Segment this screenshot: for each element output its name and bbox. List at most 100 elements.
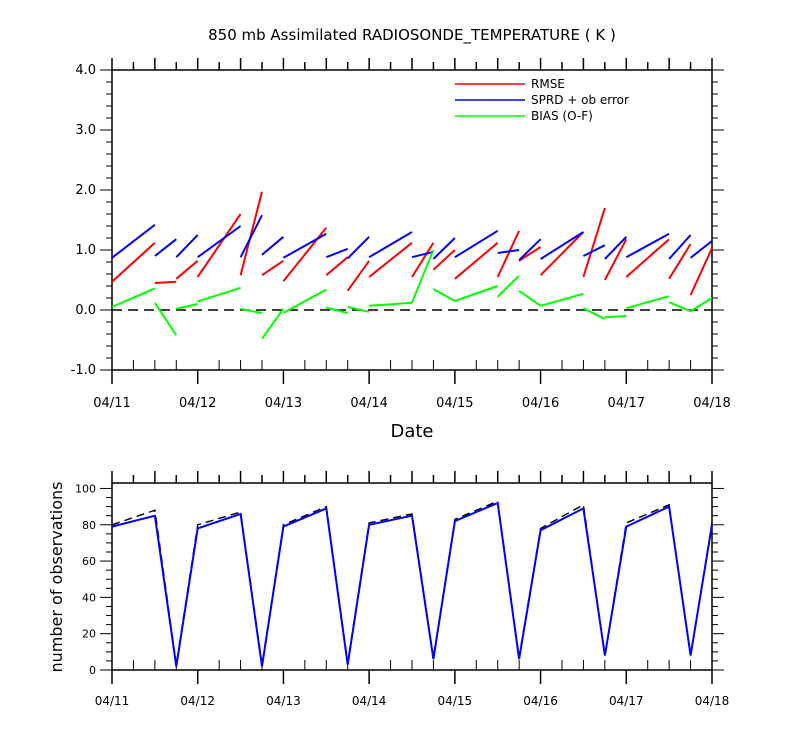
x-tick-label: 04/16	[522, 396, 559, 411]
series-segment	[282, 288, 327, 314]
series-segment	[668, 243, 692, 280]
series-segment	[604, 236, 628, 260]
series-segment	[197, 225, 242, 259]
y-tick-label: -1.0	[71, 363, 96, 378]
series-segment	[368, 242, 413, 278]
legend-label: RMSE	[531, 77, 565, 91]
series-segment	[282, 232, 327, 259]
series-segment	[154, 302, 178, 336]
x-tick-label: 04/17	[609, 694, 644, 708]
series-segment	[689, 247, 713, 296]
series-segment	[625, 232, 670, 259]
series-segment	[604, 315, 627, 319]
series-segment	[368, 231, 413, 259]
y-tick-label: 40	[82, 591, 96, 604]
series-segment	[432, 288, 456, 302]
series-segment	[497, 249, 520, 254]
x-tick-label: 04/13	[265, 396, 302, 411]
y-tick-label: 2.0	[75, 183, 96, 198]
x-tick-label: 04/14	[350, 396, 387, 411]
x-tick-label: 04/15	[436, 396, 473, 411]
series-segment	[346, 260, 370, 292]
series-segment	[411, 250, 434, 259]
legend-label: BIAS (O-F)	[531, 109, 593, 123]
y-tick-label: 0.0	[75, 303, 96, 318]
x-tick-label: 04/11	[95, 694, 130, 708]
series-segment	[582, 207, 606, 278]
series-segment	[582, 307, 606, 320]
series-segment	[454, 242, 499, 280]
series-segment	[239, 214, 263, 258]
x-axis-label: Date	[390, 421, 433, 442]
x-tick-label: 04/12	[179, 396, 216, 411]
y-tick-label: 60	[82, 555, 96, 568]
series-segment	[432, 237, 456, 260]
series-segment	[369, 301, 413, 307]
series-segment	[111, 224, 156, 259]
series-sprd-ob-error	[111, 214, 713, 261]
series-observations-assimilated	[111, 501, 713, 667]
series-segment	[347, 306, 370, 313]
series-segment	[518, 246, 542, 262]
series-segment	[326, 306, 348, 314]
series-segment	[176, 303, 198, 310]
series-segment	[689, 240, 713, 259]
series-segment	[154, 238, 177, 257]
series-segment	[411, 242, 435, 278]
series-segment	[411, 249, 435, 304]
bottom-plot-panel: 0 20 40 60 80 100 04/11 04/12 04/13 04/14 04/15 04/…	[75, 471, 729, 708]
series-segment	[261, 236, 285, 256]
legend: RMSE SPRD + ob error BIAS (O-F)	[455, 77, 629, 123]
plot-frame	[111, 69, 713, 371]
series-segment	[690, 297, 713, 313]
series-segment	[540, 292, 584, 307]
legend-label: SPRD + ob error	[531, 93, 629, 107]
series-segment	[668, 234, 692, 260]
series-segment	[518, 289, 542, 307]
chart-title: 850 mb Assimilated RADIOSONDE_TEMPERATUR…	[208, 26, 616, 45]
y-tick-label: 3.0	[75, 123, 96, 138]
x-tick-label: 04/14	[352, 694, 387, 708]
x-tick-label: 04/15	[438, 694, 473, 708]
series-segment	[432, 249, 456, 271]
series-segment	[175, 234, 199, 258]
series-segment	[325, 247, 349, 259]
series-rmse	[111, 191, 713, 296]
series-segment	[261, 308, 285, 340]
plot-frame	[111, 482, 713, 671]
series-segment	[496, 275, 520, 298]
series-segment	[539, 231, 585, 276]
series-segment	[454, 285, 499, 302]
x-tick-label: 04/16	[523, 694, 558, 708]
series-observations-possible	[111, 500, 713, 665]
series-segment	[346, 236, 370, 260]
series-segment	[625, 238, 670, 278]
series-segment	[325, 256, 349, 276]
x-tick-label: 04/12	[180, 694, 215, 708]
x-tick-label: 04/18	[695, 694, 730, 708]
series-segment	[240, 307, 263, 314]
x-tick-label: 04/13	[266, 694, 301, 708]
series-segment	[111, 287, 156, 308]
series-segment	[540, 231, 584, 260]
y-tick-label: 4.0	[75, 63, 96, 78]
y-tick-label: 0	[89, 664, 96, 677]
series-segment	[518, 238, 542, 261]
series-segment	[604, 238, 628, 281]
y-tick-label: 100	[75, 482, 96, 495]
series-segment	[197, 286, 241, 303]
series-segment	[668, 301, 691, 313]
x-tick-label: 04/18	[693, 396, 730, 411]
series-segment	[239, 191, 263, 276]
x-tick-label: 04/17	[608, 396, 645, 411]
series-segment	[175, 260, 199, 280]
series-segment	[261, 259, 284, 277]
series-segment	[111, 242, 156, 283]
series-bias-o-f-	[111, 249, 713, 340]
series-segment	[496, 230, 521, 278]
top-plot-panel: -1.0 0.0 1.0 2.0 3.0 4.0 04/11 04/12 04/13 04/14 0…	[71, 58, 731, 411]
x-tick-label: 04/11	[93, 396, 130, 411]
y-tick-label: 20	[82, 628, 96, 641]
series-segment	[196, 213, 242, 278]
